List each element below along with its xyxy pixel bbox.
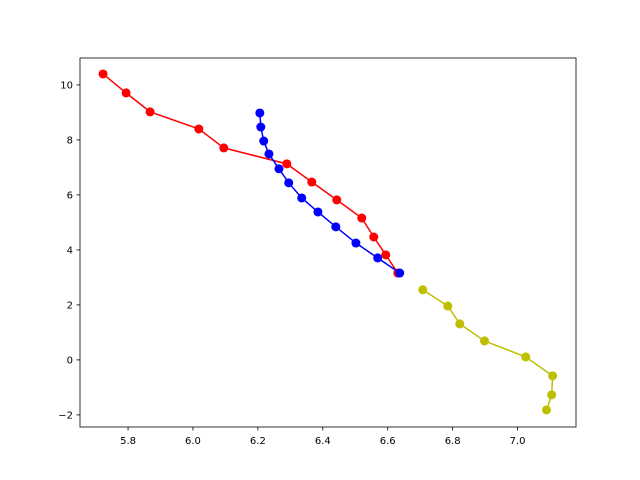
y-tick-label: 2 xyxy=(67,300,73,311)
series-line xyxy=(259,112,401,274)
x-tick-label: 6.8 xyxy=(445,436,461,447)
point xyxy=(219,143,229,153)
point xyxy=(547,390,557,400)
x-tick-label: 6.4 xyxy=(315,436,331,447)
point xyxy=(282,159,292,169)
point xyxy=(255,108,265,118)
point xyxy=(381,250,391,260)
point xyxy=(373,253,383,263)
point xyxy=(331,222,341,232)
point xyxy=(274,164,284,174)
axes-frame xyxy=(79,57,577,428)
point xyxy=(455,319,465,329)
point xyxy=(479,336,489,346)
point xyxy=(307,177,317,187)
x-tick-label: 6.2 xyxy=(250,436,266,447)
y-tick-label: 4 xyxy=(67,245,73,256)
y-tick-label: 10 xyxy=(60,80,73,91)
point xyxy=(443,301,453,311)
y-tick-label: 6 xyxy=(67,190,73,201)
x-tick-label: 5.8 xyxy=(120,436,136,447)
point xyxy=(369,232,379,242)
point xyxy=(256,122,266,132)
x-tick-label: 6.6 xyxy=(380,436,396,447)
x-tick-label: 7.0 xyxy=(510,436,526,447)
point xyxy=(521,352,531,362)
point xyxy=(418,285,428,295)
point xyxy=(395,268,405,278)
point xyxy=(332,195,342,205)
point xyxy=(121,88,131,98)
point xyxy=(284,178,294,188)
point xyxy=(351,238,361,248)
y-tick-label: 8 xyxy=(67,135,73,146)
point xyxy=(548,371,558,381)
point xyxy=(259,136,269,146)
point xyxy=(264,149,274,159)
point xyxy=(357,213,367,223)
point xyxy=(297,193,307,203)
point xyxy=(145,107,155,117)
point xyxy=(541,405,551,415)
y-tick-label: −2 xyxy=(58,410,73,421)
point xyxy=(194,124,204,134)
point xyxy=(313,207,323,217)
point xyxy=(98,69,108,79)
x-tick-label: 6.0 xyxy=(185,436,201,447)
y-tick-label: 0 xyxy=(67,355,73,366)
series-line xyxy=(422,289,554,411)
